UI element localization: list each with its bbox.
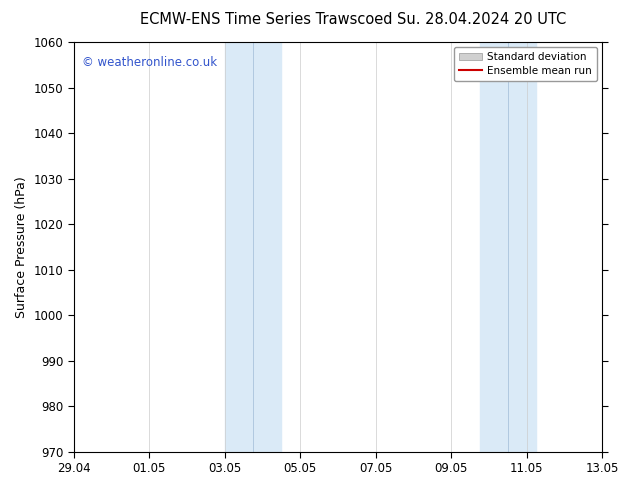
- Y-axis label: Surface Pressure (hPa): Surface Pressure (hPa): [15, 176, 28, 318]
- Bar: [253, 42, 281, 452]
- Text: Su. 28.04.2024 20 UTC: Su. 28.04.2024 20 UTC: [398, 12, 566, 27]
- Legend: Standard deviation, Ensemble mean run: Standard deviation, Ensemble mean run: [454, 47, 597, 81]
- Bar: [508, 42, 536, 452]
- Bar: [479, 42, 508, 452]
- Bar: [224, 42, 253, 452]
- Text: ECMW-ENS Time Series Trawscoed: ECMW-ENS Time Series Trawscoed: [140, 12, 392, 27]
- Text: © weatheronline.co.uk: © weatheronline.co.uk: [82, 56, 217, 70]
